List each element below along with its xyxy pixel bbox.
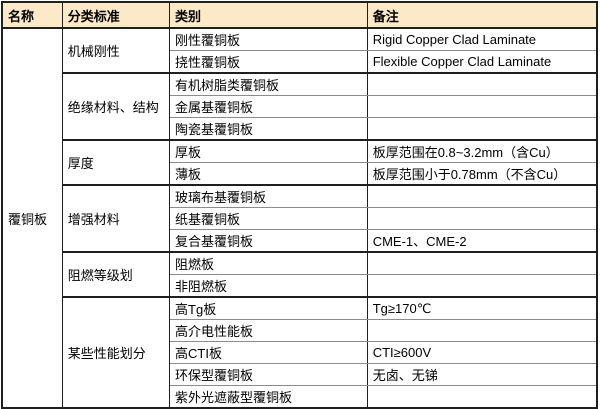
category-cell: 刚性覆铜板 [169,28,368,51]
table-row: 绝缘材料、结构 有机树脂类覆铜板 [2,73,598,141]
table-row: 挠性覆铜板 Flexible Copper Clad Laminate [2,50,598,74]
remark-cell: Rigid Copper Clad Laminate [366,28,598,51]
table-row: 高介电性能板 [2,319,598,342]
category-cell: 高CTI板 [169,341,368,364]
standard-cell: 增强材料 [61,185,171,253]
remark-cell: CTI≥600V [366,341,598,364]
category-cell: 挠性覆铜板 [169,50,368,74]
table-row: 薄板 板厚范围小于0.78mm（不含Cu） [2,162,598,186]
category-cell: 薄板 [169,162,368,186]
table-row: 高CTI板 CTI≥600V [2,341,598,364]
remark-cell: 无卤、无锑 [366,363,598,386]
remark-cell: 板厚范围小于0.78mm（不含Cu） [366,162,598,186]
table-row: 复合基覆铜板 CME-1、CME-2 [2,229,598,253]
category-cell: 高Tg板 [169,297,368,320]
header-standard: 分类标准 [61,2,171,29]
table-row: 阻燃等级划 阻燃板 [2,252,598,298]
remark-cell: Tg≥170℃ [366,297,598,320]
table-row: 金属基覆铜板 [2,95,598,118]
table-row: 非阻燃板 [2,274,598,298]
remark-cell [366,73,598,96]
standard-cell: 厚度 [61,140,171,186]
category-cell: 陶瓷基覆铜板 [169,117,368,141]
name-cell: 覆铜板 [1,28,63,409]
standard-cell: 某些性能划分 [61,297,171,409]
remark-cell [366,252,598,275]
category-cell: 高介电性能板 [169,319,368,342]
header-row: 名称 分类标准 类别 备注 [1,2,598,29]
standard-cell: 阻燃等级划 [61,252,171,298]
table-row: 厚度 厚板 板厚范围在0.8~3.2mm（含Cu） [2,140,598,186]
table-row: 环保型覆铜板 无卤、无锑 [2,363,598,386]
category-cell: 复合基覆铜板 [169,229,368,253]
header-name: 名称 [1,2,63,29]
remark-cell [366,385,598,409]
table-row: 某些性能划分 高Tg板 Tg≥170℃ [2,297,598,409]
header-remark: 备注 [366,2,598,29]
standard-cell: 机械刚性 [61,28,171,74]
category-cell: 非阻燃板 [169,274,368,298]
remark-cell [366,207,598,230]
category-cell: 金属基覆铜板 [169,95,368,118]
header-category: 类别 [169,2,368,29]
category-cell: 环保型覆铜板 [169,363,368,386]
remark-cell: CME-1、CME-2 [366,229,598,253]
remark-cell: 板厚范围在0.8~3.2mm（含Cu） [366,140,598,163]
remark-cell [366,274,598,298]
remark-cell [366,319,598,342]
category-cell: 紫外光遮蔽型覆铜板 [169,385,368,409]
category-cell: 厚板 [169,140,368,163]
remark-cell [366,117,598,141]
category-cell: 玻璃布基覆铜板 [169,185,368,208]
table-row: 陶瓷基覆铜板 [2,117,598,141]
standard-cell: 绝缘材料、结构 [61,73,171,141]
table-row: 纸基覆铜板 [2,207,598,230]
category-cell: 有机树脂类覆铜板 [169,73,368,96]
table-row: 增强材料 玻璃布基覆铜板 [2,185,598,253]
remark-cell [366,95,598,118]
remark-cell: Flexible Copper Clad Laminate [366,50,598,74]
table-row: 覆铜板 机械刚性 刚性覆铜板 Rigid Copper Clad Laminat… [1,28,598,409]
category-cell: 阻燃板 [169,252,368,275]
category-cell: 纸基覆铜板 [169,207,368,230]
remark-cell [366,185,598,208]
